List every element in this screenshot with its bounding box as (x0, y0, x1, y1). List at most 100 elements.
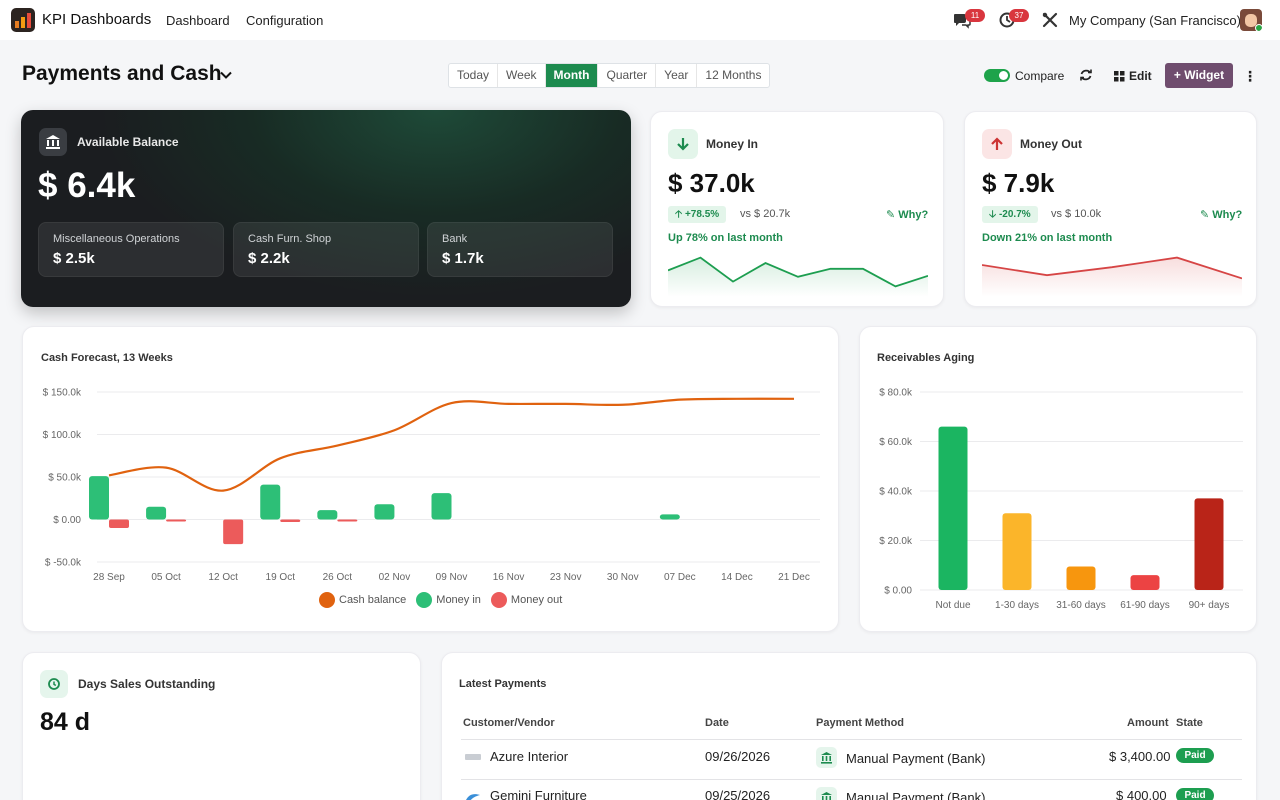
bank-icon (39, 128, 67, 156)
x-tick-label: 1-30 days (995, 600, 1039, 611)
col-method[interactable]: Payment Method (816, 717, 905, 729)
x-tick-label: 14 Dec (721, 572, 753, 583)
more-options-icon[interactable]: ⋮ (1243, 68, 1257, 84)
cash-forecast-card[interactable]: Cash Forecast, 13 Weeks $ 150.0k $ 100.0k… (22, 326, 839, 632)
bar-aging (1002, 513, 1032, 590)
compare-label[interactable]: Compare (1015, 69, 1065, 83)
bar-money-out (109, 519, 129, 528)
legend-label-in[interactable]: Money in (436, 594, 481, 606)
company-switcher[interactable]: My Company (San Francisco) (1069, 13, 1241, 28)
customer-logo-icon (465, 754, 481, 760)
activities-badge: 37 (1009, 9, 1029, 22)
messages-badge: 11 (965, 9, 985, 22)
x-tick-label: 07 Dec (664, 572, 696, 583)
y-tick-label: $ 60.0k (879, 437, 913, 448)
balance-sub-cash-shop[interactable]: Cash Furn. Shop $ 2.2k (233, 222, 419, 277)
app-logo-icon[interactable] (11, 8, 35, 32)
cash-forecast-chart[interactable]: $ 150.0k $ 100.0k $ 50.0k $ 0.00 $ -50.0k 28 … (23, 327, 840, 633)
col-amount[interactable]: Amount (1127, 717, 1169, 729)
money-in-change-badge: 🡡 +78.5% (668, 206, 727, 223)
period-today[interactable]: Today (457, 68, 490, 82)
arrow-up-icon (982, 129, 1012, 159)
period-month[interactable]: Month (544, 64, 598, 87)
money-out-card[interactable]: Money Out $ 7.9k 🡣 -20.7% vs $ 10.0k ✎ W… (964, 111, 1257, 307)
why-label: Why? (898, 209, 929, 221)
legend-label-balance[interactable]: Cash balance (339, 594, 407, 606)
bar-money-out (166, 519, 187, 522)
row-divider (461, 779, 1242, 780)
col-date[interactable]: Date (705, 717, 729, 729)
period-year[interactable]: Year (655, 64, 696, 87)
col-customer[interactable]: Customer/Vendor (463, 717, 555, 729)
nav-dashboard[interactable]: Dashboard (166, 13, 230, 28)
dso-card[interactable]: Days Sales Outstanding 84 d (22, 652, 421, 800)
nav-configuration[interactable]: Configuration (246, 13, 324, 28)
y-tick-label: $ 50.0k (48, 473, 82, 484)
legend-label-out[interactable]: Money out (510, 594, 563, 606)
why-label: Why? (1212, 209, 1243, 221)
receivables-aging-card[interactable]: Receivables Aging $ 80.0k $ 60.0k $ 40.0k $… (859, 326, 1257, 632)
col-state[interactable]: State (1176, 717, 1203, 729)
sub-label: Cash Furn. Shop (248, 233, 332, 245)
bar-money-in (317, 510, 338, 520)
x-tick-label: 61-90 days (1120, 600, 1169, 611)
bar-money-in (260, 484, 281, 520)
y-tick-label: $ 40.0k (879, 487, 913, 498)
row-date: 09/25/2026 (705, 788, 771, 800)
row-date: 09/26/2026 (705, 749, 771, 764)
money-in-vs: vs $ 20.7k (740, 208, 791, 220)
edit-button[interactable]: Edit (1114, 67, 1152, 85)
arrow-down-icon (668, 129, 698, 159)
period-12-months[interactable]: 12 Months (696, 64, 769, 87)
money-out-why-link[interactable]: ✎ Why? (1200, 209, 1243, 221)
money-in-label: Money In (706, 137, 759, 151)
legend-swatch-balance (319, 592, 335, 608)
money-in-card[interactable]: Money In $ 37.0k 🡡 +78.5% vs $ 20.7k ✎ W… (650, 111, 944, 307)
period-week[interactable]: Week (497, 64, 544, 87)
bar-aging (1194, 498, 1224, 590)
bar-money-out (337, 519, 358, 522)
compare-toggle[interactable] (984, 69, 1010, 82)
y-tick-label: $ -50.0k (45, 558, 82, 569)
bank-icon (816, 787, 837, 800)
sub-value: $ 2.2k (248, 250, 290, 267)
x-tick-label: 30 Nov (607, 572, 639, 583)
balance-sub-bank[interactable]: Bank $ 1.7k (427, 222, 613, 277)
available-balance-card[interactable]: Available Balance $ 6.4k Miscellaneous O… (21, 110, 631, 307)
period-quarter[interactable]: Quarter (597, 64, 655, 87)
line-cash-balance (108, 397, 795, 492)
add-widget-button[interactable]: + Widget (1165, 63, 1233, 88)
y-tick-label: $ 0.00 (884, 586, 912, 597)
sub-value: $ 1.7k (442, 250, 484, 267)
latest-payments-title: Latest Payments (459, 678, 547, 690)
dso-label: Days Sales Outstanding (78, 677, 216, 691)
money-in-change: +78.5% (684, 209, 720, 220)
x-tick-label: Not due (935, 600, 970, 611)
money-in-why-link[interactable]: ✎ Why? (886, 209, 929, 221)
status-badge: Paid (1176, 788, 1214, 800)
tools-icon[interactable] (1041, 11, 1059, 29)
header-divider (461, 739, 1242, 740)
status-badge: Paid (1176, 748, 1214, 763)
refresh-icon[interactable] (1079, 68, 1093, 82)
available-balance-label: Available Balance (77, 135, 179, 149)
row-method: Manual Payment (Bank) (846, 751, 986, 766)
top-navbar: KPI Dashboards Dashboard Configuration 1… (0, 0, 1280, 40)
chevron-down-icon[interactable] (219, 68, 233, 82)
sub-label: Bank (442, 233, 468, 245)
x-tick-label: 31-60 days (1056, 600, 1105, 611)
user-avatar[interactable] (1240, 9, 1262, 31)
app-name[interactable]: KPI Dashboards (42, 11, 152, 28)
page-title[interactable]: Payments and Cash (22, 62, 222, 85)
receivables-aging-chart[interactable]: $ 80.0k $ 60.0k $ 40.0k $ 20.0k $ 0.00 Not du… (860, 327, 1258, 633)
sparkline-area (982, 257, 1242, 297)
x-tick-label: 21 Dec (778, 572, 810, 583)
latest-payments-card[interactable]: Latest Payments Customer/Vendor Date Pay… (441, 652, 1257, 800)
money-in-value: $ 37.0k (668, 168, 755, 198)
x-tick-label: 12 Oct (208, 572, 238, 583)
y-tick-label: $ 150.0k (43, 388, 82, 399)
grid-icon (1114, 70, 1125, 81)
bar-money-in (146, 506, 167, 520)
money-in-note: Up 78% on last month (668, 232, 783, 244)
balance-sub-misc[interactable]: Miscellaneous Operations $ 2.5k (38, 222, 224, 277)
